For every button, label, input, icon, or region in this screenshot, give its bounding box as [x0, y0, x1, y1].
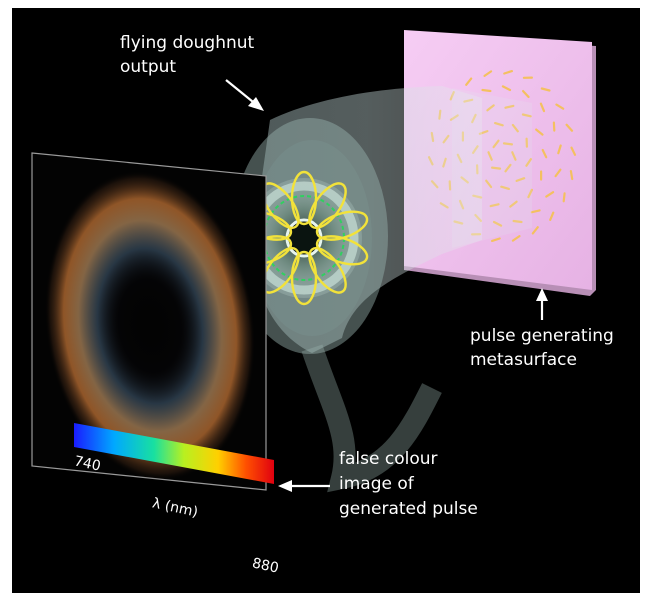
metasurface-dash: [489, 203, 500, 208]
doughnut-label-line2: output: [120, 57, 177, 77]
metasurface-dash: [555, 103, 565, 110]
metasurface-dash: [501, 85, 512, 92]
metasurface-dash: [504, 163, 512, 173]
metasurface-dash: [554, 168, 562, 178]
metasurface-label-line2: metasurface: [470, 350, 577, 370]
image-label-line3: generated pulse: [339, 499, 478, 519]
metasurface-dash: [492, 220, 503, 227]
field-loop: [308, 246, 347, 294]
metasurface-dash: [549, 211, 555, 221]
image-label-line2: image of: [339, 474, 414, 494]
metasurface-dash: [539, 102, 546, 113]
field-loop: [290, 250, 318, 306]
metasurface-dash: [521, 113, 532, 118]
metasurface-dash: [494, 121, 504, 127]
metasurface-arrow-head: [536, 288, 548, 301]
image-label-line1: false colour: [339, 449, 438, 469]
toroidal-pulse: [239, 170, 369, 306]
diagram-figure: flying doughnut output pulse generating …: [12, 8, 640, 593]
field-loop: [315, 210, 369, 241]
metasurface-dash: [491, 237, 501, 242]
metasurface-dash: [502, 142, 513, 146]
metasurface-dash: [511, 235, 521, 242]
doughnut-arrow-head: [248, 97, 264, 111]
metasurface-dash: [504, 104, 515, 109]
metasurface-dash: [511, 123, 519, 133]
field-loop: [315, 235, 369, 266]
metasurface-dash: [465, 77, 473, 86]
diagram-canvas: [31, 30, 596, 493]
metasurface-dash: [531, 226, 539, 235]
metasurface-dash: [525, 158, 533, 167]
metasurface-dash: [485, 179, 493, 189]
metasurface-dash: [515, 177, 526, 182]
beam-lower-flare: [301, 344, 442, 493]
beam-streaks: [452, 88, 532, 248]
metasurface-dash: [487, 151, 493, 161]
metasurface-dash: [562, 192, 566, 203]
metasurface-dash: [565, 123, 574, 132]
metasurface-label-line1: pulse generating: [470, 326, 614, 346]
metasurface-dash: [483, 70, 493, 78]
metasurface-dash: [492, 139, 500, 149]
metasurface-dash: [540, 87, 551, 92]
metasurface-dash: [557, 144, 562, 155]
metasurface-dash: [500, 185, 510, 190]
metasurface-dash: [486, 104, 495, 112]
metasurface-dash: [512, 219, 523, 224]
doughnut-label-line1: flying doughnut: [120, 33, 255, 53]
metasurface-dash: [503, 69, 513, 75]
metasurface-dash: [535, 128, 544, 136]
annotation-arrows: [225, 79, 548, 492]
metasurface-dash: [481, 88, 492, 93]
wavelength-colorbar: [74, 423, 274, 484]
metasurface-dash: [541, 148, 548, 159]
doughnut-ring-image: [44, 170, 256, 482]
metasurface-dash: [545, 191, 555, 198]
field-loop: [290, 170, 318, 226]
image-arrow-head: [278, 480, 292, 492]
metasurface-dash: [527, 188, 533, 199]
metasurface-dash: [530, 209, 541, 214]
metasurface-dash: [511, 151, 517, 161]
metasurface-dash: [509, 200, 518, 208]
field-loop: [308, 182, 347, 230]
false-colour-image: [31, 152, 274, 491]
metasurface-dash: [570, 146, 577, 156]
metasurface-dash: [491, 166, 502, 170]
metasurface-dash: [569, 170, 574, 181]
metasurface-dash: [522, 89, 530, 99]
toroid-core: [285, 218, 323, 258]
